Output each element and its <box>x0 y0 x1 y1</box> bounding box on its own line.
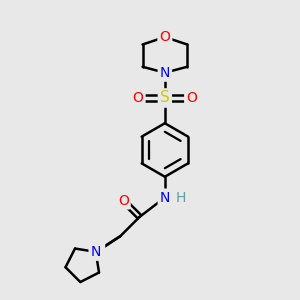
Text: O: O <box>186 91 197 105</box>
Text: N: N <box>93 244 103 258</box>
Text: O: O <box>118 194 129 208</box>
Text: S: S <box>160 91 170 106</box>
Text: O: O <box>133 91 143 105</box>
Text: N: N <box>160 66 170 80</box>
Text: O: O <box>159 30 170 44</box>
Text: N: N <box>160 190 170 205</box>
Text: N: N <box>91 245 101 259</box>
Text: H: H <box>176 190 186 205</box>
